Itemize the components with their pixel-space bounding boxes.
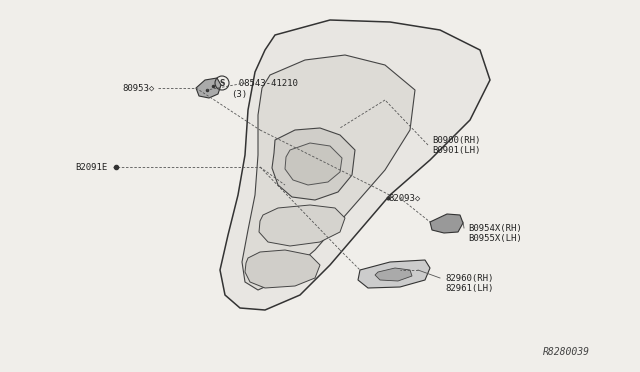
Polygon shape xyxy=(196,78,221,98)
Text: B0954X(RH): B0954X(RH) xyxy=(468,224,522,232)
Text: 80953◇: 80953◇ xyxy=(123,83,155,93)
Text: R8280039: R8280039 xyxy=(543,347,590,357)
Text: S: S xyxy=(220,78,225,87)
Text: 08543-41210: 08543-41210 xyxy=(228,78,298,87)
Polygon shape xyxy=(242,55,415,290)
Polygon shape xyxy=(245,250,320,288)
Text: B0955X(LH): B0955X(LH) xyxy=(468,234,522,244)
Text: B0900(RH): B0900(RH) xyxy=(432,135,481,144)
Polygon shape xyxy=(259,205,345,246)
Polygon shape xyxy=(358,260,430,288)
Text: 82960(RH): 82960(RH) xyxy=(445,273,493,282)
Text: B2091E: B2091E xyxy=(76,163,108,171)
Text: B0901(LH): B0901(LH) xyxy=(432,147,481,155)
Polygon shape xyxy=(375,268,412,281)
Text: 82093◇: 82093◇ xyxy=(388,193,420,202)
Text: (3): (3) xyxy=(231,90,247,99)
Polygon shape xyxy=(220,20,490,310)
Text: 82961(LH): 82961(LH) xyxy=(445,285,493,294)
Polygon shape xyxy=(272,128,355,200)
Polygon shape xyxy=(430,214,463,233)
Polygon shape xyxy=(285,143,342,185)
